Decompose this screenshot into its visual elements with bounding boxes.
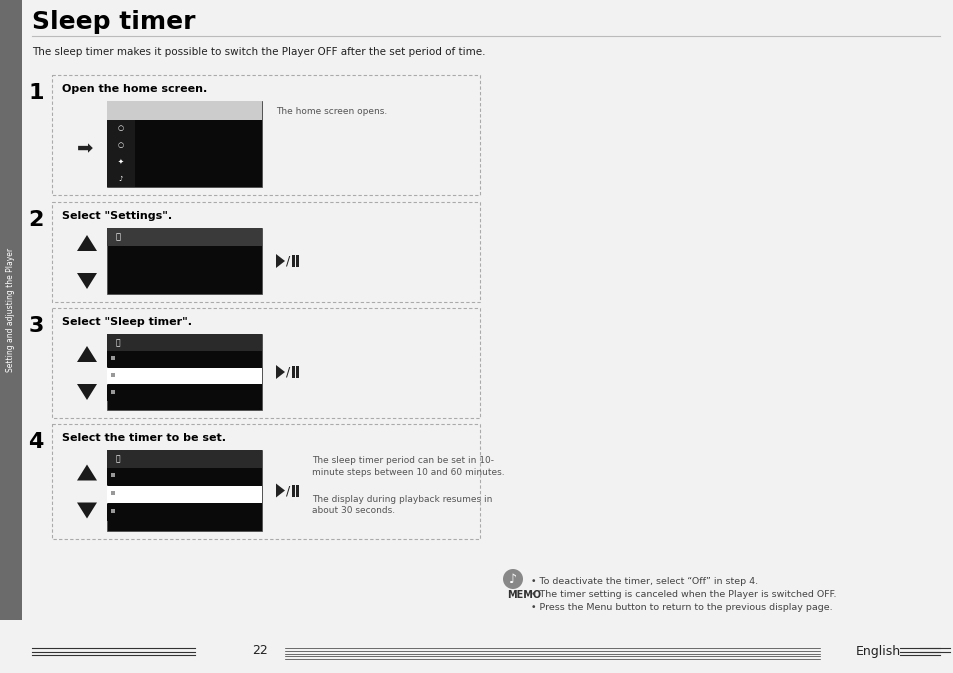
Bar xyxy=(107,228,262,294)
Polygon shape xyxy=(77,384,97,400)
Text: ♪: ♪ xyxy=(509,573,517,586)
Text: The sleep timer makes it possible to switch the Player OFF after the set period : The sleep timer makes it possible to swi… xyxy=(32,47,485,57)
Polygon shape xyxy=(77,235,97,251)
Text: ○: ○ xyxy=(118,125,124,131)
Bar xyxy=(295,366,298,378)
Polygon shape xyxy=(275,365,285,379)
Text: 4: 4 xyxy=(29,432,44,452)
Text: English: English xyxy=(855,645,901,658)
Bar xyxy=(107,351,262,367)
Text: 🔧: 🔧 xyxy=(115,454,120,464)
Text: 3: 3 xyxy=(29,316,44,336)
Text: Setting and adjusting the Player: Setting and adjusting the Player xyxy=(7,248,15,372)
Text: ✦: ✦ xyxy=(118,159,124,165)
Bar xyxy=(111,491,115,495)
Bar xyxy=(107,228,262,246)
Text: The display during playback resumes in
about 30 seconds.: The display during playback resumes in a… xyxy=(312,495,492,516)
Bar xyxy=(292,255,294,267)
Polygon shape xyxy=(275,254,285,268)
Text: 🔧: 🔧 xyxy=(115,233,120,242)
Bar xyxy=(107,385,262,400)
Text: ○: ○ xyxy=(118,142,124,148)
Bar xyxy=(292,485,294,497)
Bar xyxy=(295,255,298,267)
Bar xyxy=(52,424,479,539)
Bar xyxy=(295,485,298,497)
Polygon shape xyxy=(77,273,97,289)
Polygon shape xyxy=(77,346,97,362)
Bar xyxy=(107,334,262,351)
Bar xyxy=(52,75,479,195)
Bar xyxy=(111,509,115,513)
Bar xyxy=(0,0,22,620)
Bar xyxy=(107,486,262,503)
Bar xyxy=(111,373,115,377)
Text: • The timer setting is canceled when the Player is switched OFF.: • The timer setting is canceled when the… xyxy=(531,590,836,599)
Bar xyxy=(107,450,262,468)
Bar xyxy=(292,366,294,378)
Bar xyxy=(107,504,262,521)
Text: ♪: ♪ xyxy=(118,176,123,182)
Text: Sleep timer: Sleep timer xyxy=(32,10,195,34)
Bar xyxy=(107,120,134,187)
Text: The sleep timer period can be set in 10-
minute steps between 10 and 60 minutes.: The sleep timer period can be set in 10-… xyxy=(312,456,504,476)
Text: /: / xyxy=(286,254,290,267)
Bar xyxy=(107,334,262,410)
Text: Open the home screen.: Open the home screen. xyxy=(62,84,207,94)
Bar xyxy=(107,101,262,187)
Text: 1: 1 xyxy=(29,83,44,103)
Text: /: / xyxy=(286,484,290,497)
Text: Select the timer to be set.: Select the timer to be set. xyxy=(62,433,226,443)
Text: ➡: ➡ xyxy=(77,139,93,157)
Bar xyxy=(107,468,262,485)
Text: /: / xyxy=(286,365,290,378)
Bar xyxy=(111,390,115,394)
Text: • To deactivate the timer, select “Off” in step 4.: • To deactivate the timer, select “Off” … xyxy=(531,577,758,586)
Text: 🔧: 🔧 xyxy=(115,338,120,347)
Text: The home screen opens.: The home screen opens. xyxy=(275,107,387,116)
Text: • Press the Menu button to return to the previous display page.: • Press the Menu button to return to the… xyxy=(531,603,832,612)
Text: 2: 2 xyxy=(29,210,44,230)
Text: Select "Sleep timer".: Select "Sleep timer". xyxy=(62,317,192,327)
Bar xyxy=(52,202,479,302)
Text: Select "Settings".: Select "Settings". xyxy=(62,211,172,221)
Bar xyxy=(111,356,115,360)
Bar xyxy=(107,101,262,120)
Polygon shape xyxy=(275,483,285,497)
Polygon shape xyxy=(77,464,97,481)
Bar xyxy=(107,450,262,531)
Text: MEMO: MEMO xyxy=(506,590,540,600)
Polygon shape xyxy=(77,503,97,518)
Text: 22: 22 xyxy=(252,645,268,658)
Bar xyxy=(107,367,262,384)
Circle shape xyxy=(502,569,522,589)
Bar xyxy=(111,473,115,477)
Bar xyxy=(52,308,479,418)
